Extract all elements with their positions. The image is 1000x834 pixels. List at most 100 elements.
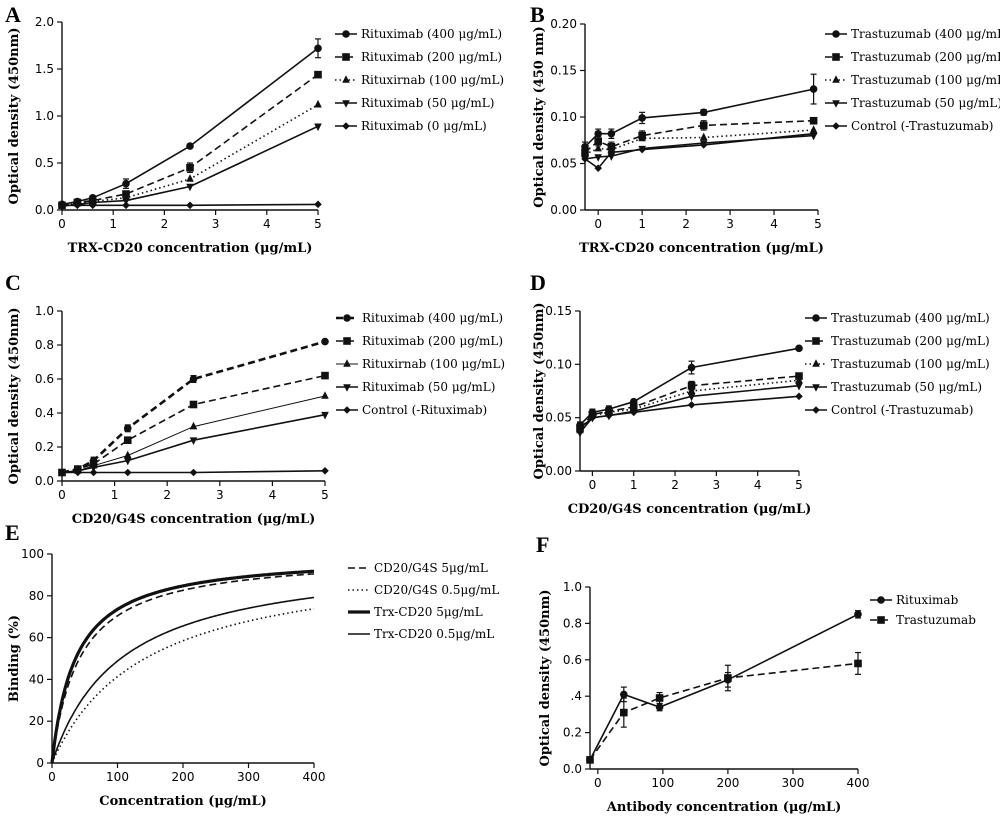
- data-point: [186, 174, 194, 182]
- legend-label: Control (-Rituximab): [362, 403, 487, 417]
- series-c-4: [58, 411, 329, 478]
- y-tick-label: 1.5: [35, 62, 54, 76]
- data-point: [594, 154, 602, 162]
- x-tick-label: 0: [58, 217, 66, 231]
- series-d-2: [576, 372, 803, 433]
- legend-marker: [343, 406, 351, 414]
- legend-entry: Rituximab (50 μg/mL): [336, 380, 495, 394]
- data-point: [687, 381, 696, 390]
- legend-marker: [343, 337, 351, 345]
- legend-label: Rituximab (50 μg/mL): [362, 380, 495, 394]
- y-tick-label: 0.6: [35, 372, 54, 386]
- x-axis-title: CD20/G4S concentration (μg/mL): [568, 502, 812, 517]
- legend-label: Trastuzumab (50 μg/mL): [831, 380, 982, 394]
- data-point: [638, 145, 646, 154]
- data-point: [314, 44, 322, 53]
- data-point: [189, 400, 198, 409]
- legend-entry: Trastuzumab (400 μg/mL): [825, 27, 1000, 41]
- data-point: [123, 436, 132, 444]
- data-point: [699, 141, 708, 149]
- series-line: [579, 379, 800, 432]
- x-tick-label: 1: [630, 478, 638, 492]
- y-tick-label: 100: [21, 547, 44, 561]
- x-tick-label: 100: [106, 770, 129, 784]
- legend-label: Rituximab (400 μg/mL): [362, 311, 503, 325]
- y-tick-label: 0: [36, 756, 44, 770]
- data-point: [620, 708, 628, 717]
- data-point: [123, 424, 132, 433]
- series-d-5: [576, 392, 803, 433]
- legend-entry: CD20/G4S 5μg/mL: [348, 561, 488, 575]
- x-tick-label: 1: [109, 217, 117, 231]
- y-tick-label: 1.0: [35, 304, 54, 318]
- data-point: [314, 200, 322, 209]
- series-b-5: [581, 129, 818, 172]
- legend-marker: [812, 314, 820, 322]
- data-point: [588, 413, 597, 422]
- data-point: [687, 401, 696, 409]
- legend-entry: Rituximab (200 μg/mL): [336, 334, 503, 348]
- legend-marker: [342, 100, 350, 108]
- x-tick-label: 100: [651, 776, 674, 790]
- x-tick-label: 200: [172, 770, 195, 784]
- data-point: [629, 408, 638, 417]
- legend-marker: [342, 53, 350, 61]
- y-tick-label: 0.8: [35, 338, 54, 352]
- panel-e: E 0 100 200 300 400 0 20 40 60 80 100 Concentration …: [5, 520, 499, 809]
- data-point: [122, 201, 130, 210]
- data-point: [123, 450, 132, 459]
- y-tick-label: 1.0: [35, 109, 54, 123]
- legend-marker: [342, 122, 350, 130]
- data-point: [123, 468, 132, 477]
- data-point: [687, 393, 696, 402]
- legend-label: Rituxirnab (100 μg/mL): [362, 357, 505, 371]
- legend-entry: Trastuzumab: [870, 613, 976, 627]
- data-point: [607, 148, 616, 157]
- data-point: [655, 703, 664, 711]
- data-point: [186, 142, 194, 150]
- series-line: [584, 129, 814, 155]
- legend-label: Trastuzumab (100 μg/mL): [851, 73, 1000, 87]
- legend-marker: [812, 406, 820, 414]
- series-line: [584, 134, 814, 160]
- x-axis-title: CD20/G4S concentration (μg/mL): [72, 512, 316, 527]
- legend-entry: CD20/G4S 0.5μg/mL: [348, 583, 499, 597]
- x-tick-label: 0: [48, 770, 56, 784]
- data-point: [189, 375, 198, 383]
- y-tick-label: 0.10: [545, 357, 572, 371]
- y-tick-label: 20: [29, 714, 44, 728]
- x-tick-label: 400: [847, 776, 870, 790]
- y-tick-label: 0.4: [35, 406, 54, 420]
- data-point: [581, 155, 589, 163]
- legend-label: Trx-CD20 5μg/mL: [374, 605, 483, 619]
- data-point: [189, 421, 198, 430]
- series-line: [589, 613, 859, 761]
- legend-entry: Rituxirnab (100 μg/mL): [336, 357, 505, 371]
- legend-entry: Rituxirnab (100 μg/mL): [335, 73, 504, 87]
- x-axis-title: Antibody concentration (μg/mL): [606, 800, 842, 815]
- data-point: [186, 183, 194, 192]
- x-tick-label: 4: [269, 488, 277, 502]
- panel-letter-a: A: [5, 2, 21, 27]
- data-point: [699, 108, 708, 117]
- y-axis-title: Optical density (450nm): [7, 28, 22, 205]
- legend-label: Rituximab (200 μg/mL): [361, 50, 502, 64]
- y-tick-label: 0.05: [550, 157, 577, 171]
- legend-entry: Control (-Trastuzumab): [825, 119, 993, 133]
- x-tick-label: 300: [237, 770, 260, 784]
- data-point: [58, 201, 66, 210]
- x-tick-label: 4: [770, 217, 778, 231]
- legend-entry: Trastuzumab (50 μg/mL): [825, 96, 1000, 110]
- legend-entry: Trastuzumab (100 μg/mL): [805, 357, 990, 371]
- x-tick-label: 5: [321, 488, 329, 502]
- panel-d: D 0 1 2 3 4 5 0.00 0.05 0.10 0.15 CD20/G4S concentr…: [530, 270, 990, 517]
- data-point: [854, 610, 862, 619]
- data-point: [321, 337, 329, 346]
- legend-label: CD20/G4S 0.5μg/mL: [374, 583, 499, 597]
- legend-label: Rituximab: [896, 593, 959, 607]
- panel-a: A 0 1 2 3 4 5 0.0 0.5 1.0 1.5 2.0 TRX-CD20 concentra…: [5, 2, 504, 256]
- legend-label: Rituximab (0 μg/mL): [361, 119, 487, 133]
- legend-label: Trastuzumab (50 μg/mL): [851, 96, 1000, 110]
- x-tick-label: 5: [314, 217, 322, 231]
